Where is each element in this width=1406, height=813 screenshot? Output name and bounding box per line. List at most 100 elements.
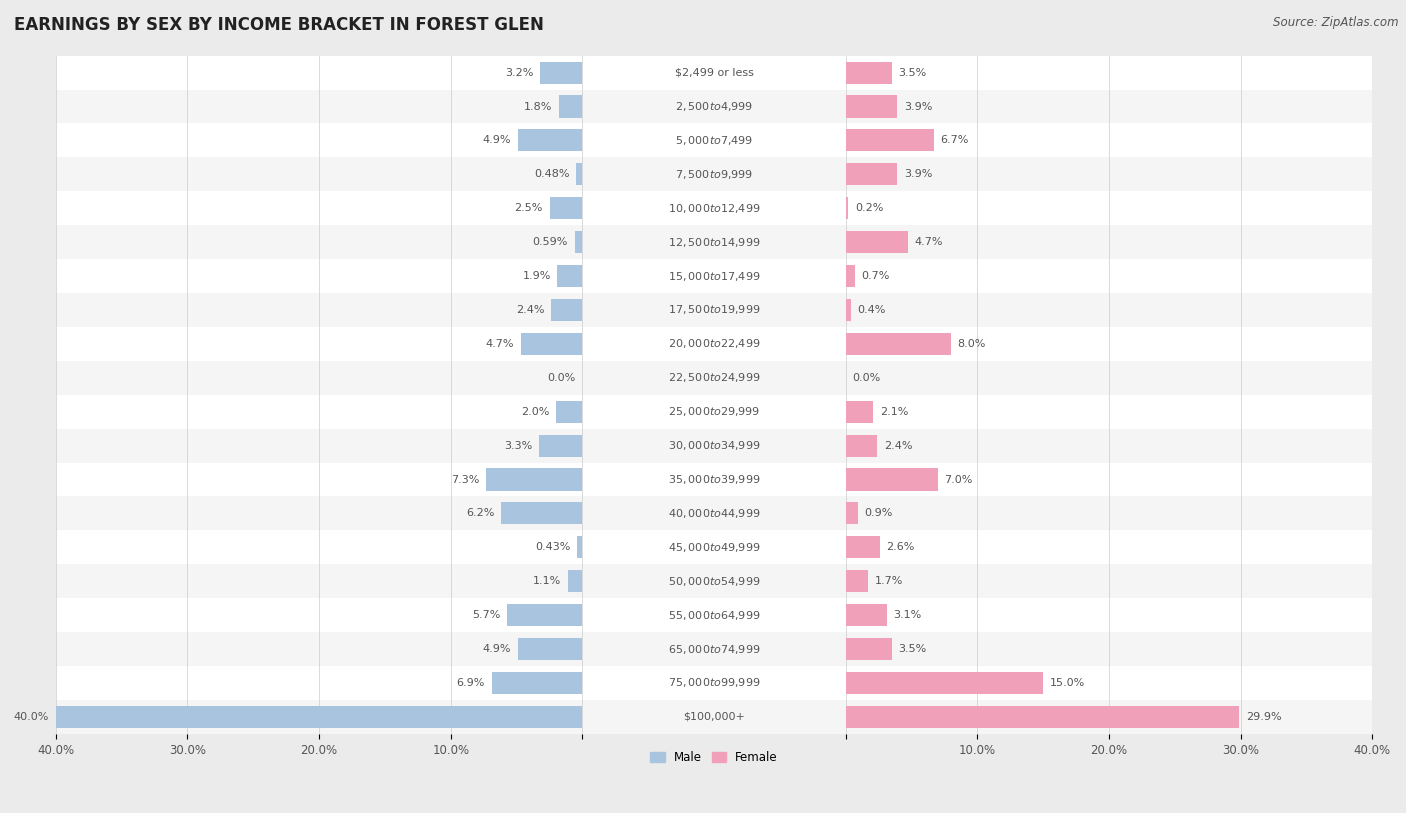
Bar xyxy=(846,95,897,118)
Bar xyxy=(508,604,582,626)
Bar xyxy=(575,231,582,253)
Bar xyxy=(56,666,1372,700)
Bar xyxy=(846,231,908,253)
Bar xyxy=(56,395,1372,428)
Text: 4.9%: 4.9% xyxy=(482,644,512,654)
Text: 1.7%: 1.7% xyxy=(875,576,903,586)
Bar xyxy=(576,537,582,559)
Text: 0.4%: 0.4% xyxy=(858,305,886,315)
Bar xyxy=(56,361,1372,395)
Bar xyxy=(501,502,582,524)
Text: 2.4%: 2.4% xyxy=(884,441,912,450)
Text: 2.5%: 2.5% xyxy=(515,203,543,213)
Text: 15.0%: 15.0% xyxy=(1050,678,1085,688)
Text: 8.0%: 8.0% xyxy=(957,339,986,349)
Bar xyxy=(56,89,1372,124)
Text: 5.7%: 5.7% xyxy=(472,610,501,620)
Text: 1.9%: 1.9% xyxy=(523,271,551,281)
Bar xyxy=(56,632,1372,666)
Text: $22,500 to $24,999: $22,500 to $24,999 xyxy=(668,372,761,385)
Bar xyxy=(846,333,950,355)
Bar xyxy=(492,672,582,694)
Bar xyxy=(846,129,934,151)
Bar xyxy=(846,163,897,185)
Text: $65,000 to $74,999: $65,000 to $74,999 xyxy=(668,642,761,655)
Text: $35,000 to $39,999: $35,000 to $39,999 xyxy=(668,473,761,486)
Bar xyxy=(56,497,1372,530)
Bar xyxy=(520,333,582,355)
Bar xyxy=(56,293,1372,327)
Text: 6.2%: 6.2% xyxy=(465,508,495,519)
Text: $75,000 to $99,999: $75,000 to $99,999 xyxy=(668,676,761,689)
Text: 3.1%: 3.1% xyxy=(893,610,921,620)
Bar xyxy=(557,265,582,287)
Bar xyxy=(846,672,1043,694)
Bar xyxy=(517,638,582,660)
Bar xyxy=(846,537,880,559)
Text: $45,000 to $49,999: $45,000 to $49,999 xyxy=(668,541,761,554)
Text: $15,000 to $17,499: $15,000 to $17,499 xyxy=(668,270,761,283)
Text: $20,000 to $22,499: $20,000 to $22,499 xyxy=(668,337,761,350)
Text: 0.0%: 0.0% xyxy=(547,373,576,383)
Bar xyxy=(576,163,582,185)
Bar xyxy=(56,327,1372,361)
Bar xyxy=(846,435,877,457)
Text: Source: ZipAtlas.com: Source: ZipAtlas.com xyxy=(1274,16,1399,29)
Bar xyxy=(846,299,851,321)
Text: $17,500 to $19,999: $17,500 to $19,999 xyxy=(668,303,761,316)
Text: 0.9%: 0.9% xyxy=(865,508,893,519)
Bar xyxy=(846,265,855,287)
Text: 3.2%: 3.2% xyxy=(505,67,534,77)
Bar xyxy=(56,225,1372,259)
Bar xyxy=(538,435,582,457)
Bar xyxy=(56,191,1372,225)
Bar xyxy=(568,570,582,592)
Bar xyxy=(517,129,582,151)
Text: 2.6%: 2.6% xyxy=(887,542,915,552)
Text: 3.9%: 3.9% xyxy=(904,169,932,180)
Bar xyxy=(846,706,1240,728)
Text: $12,500 to $14,999: $12,500 to $14,999 xyxy=(668,236,761,249)
Bar xyxy=(846,198,848,220)
Text: 2.1%: 2.1% xyxy=(880,406,908,417)
Bar xyxy=(56,706,582,728)
Text: $25,000 to $29,999: $25,000 to $29,999 xyxy=(668,405,761,418)
Text: $40,000 to $44,999: $40,000 to $44,999 xyxy=(668,507,761,520)
Text: EARNINGS BY SEX BY INCOME BRACKET IN FOREST GLEN: EARNINGS BY SEX BY INCOME BRACKET IN FOR… xyxy=(14,16,544,34)
Text: 4.7%: 4.7% xyxy=(485,339,515,349)
Text: 3.9%: 3.9% xyxy=(904,102,932,111)
Text: 3.5%: 3.5% xyxy=(898,644,927,654)
Bar xyxy=(56,530,1372,564)
Bar xyxy=(56,124,1372,158)
Bar xyxy=(846,570,868,592)
Bar xyxy=(846,638,891,660)
Text: 29.9%: 29.9% xyxy=(1246,712,1282,722)
Text: 0.59%: 0.59% xyxy=(533,237,568,247)
Bar xyxy=(56,463,1372,497)
Text: $50,000 to $54,999: $50,000 to $54,999 xyxy=(668,575,761,588)
Bar xyxy=(551,299,582,321)
Text: 6.7%: 6.7% xyxy=(941,136,969,146)
Bar xyxy=(56,259,1372,293)
Text: $100,000+: $100,000+ xyxy=(683,712,745,722)
Text: 1.1%: 1.1% xyxy=(533,576,561,586)
Bar xyxy=(56,158,1372,191)
Text: 0.0%: 0.0% xyxy=(852,373,880,383)
Text: 4.7%: 4.7% xyxy=(914,237,943,247)
Text: 0.7%: 0.7% xyxy=(862,271,890,281)
Text: 3.3%: 3.3% xyxy=(505,441,533,450)
Text: $55,000 to $64,999: $55,000 to $64,999 xyxy=(668,609,761,622)
Bar xyxy=(56,700,1372,734)
Legend: Male, Female: Male, Female xyxy=(645,746,783,768)
Bar xyxy=(846,604,887,626)
Bar xyxy=(540,62,582,84)
Text: 0.48%: 0.48% xyxy=(534,169,569,180)
Bar xyxy=(550,198,582,220)
Bar xyxy=(846,502,858,524)
Text: 1.8%: 1.8% xyxy=(524,102,553,111)
Bar xyxy=(558,95,582,118)
Text: $10,000 to $12,499: $10,000 to $12,499 xyxy=(668,202,761,215)
Text: 7.3%: 7.3% xyxy=(451,475,479,485)
Text: $2,499 or less: $2,499 or less xyxy=(675,67,754,77)
Text: 3.5%: 3.5% xyxy=(898,67,927,77)
